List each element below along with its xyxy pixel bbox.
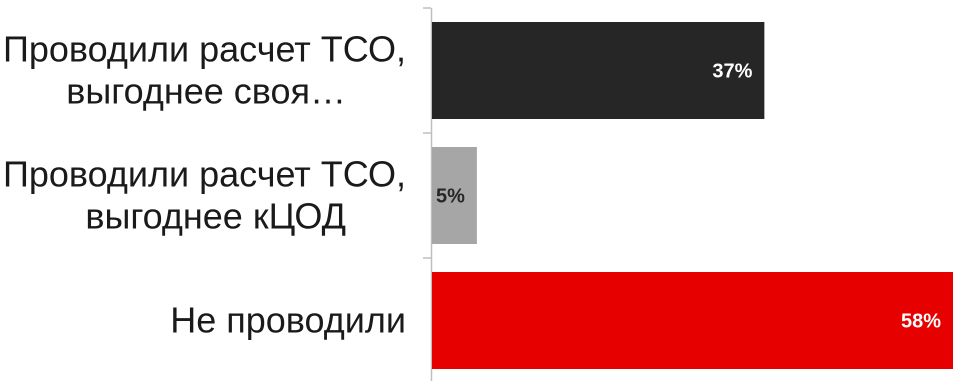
bar-2 bbox=[432, 147, 477, 244]
category-label-1: Проводили расчет ТСО, выгоднее своя… bbox=[3, 29, 406, 112]
data-label-3: 58% bbox=[901, 311, 941, 333]
data-label-2: 5% bbox=[436, 186, 465, 208]
category-label-line: Не проводили bbox=[170, 300, 406, 341]
category-label-3: Не проводили bbox=[170, 300, 406, 341]
data-label-1: 37% bbox=[712, 61, 752, 83]
category-label-line: выгоднее кЦОД bbox=[85, 196, 346, 237]
bar-1 bbox=[432, 22, 765, 119]
category-label-line: Проводили расчет ТСО, bbox=[3, 29, 406, 70]
category-label-line: выгоднее своя… bbox=[66, 71, 346, 112]
bar-3 bbox=[432, 272, 953, 369]
category-label-line: Проводили расчет ТСО, bbox=[3, 154, 406, 195]
category-label-2: Проводили расчет ТСО, выгоднее кЦОД bbox=[3, 154, 406, 237]
